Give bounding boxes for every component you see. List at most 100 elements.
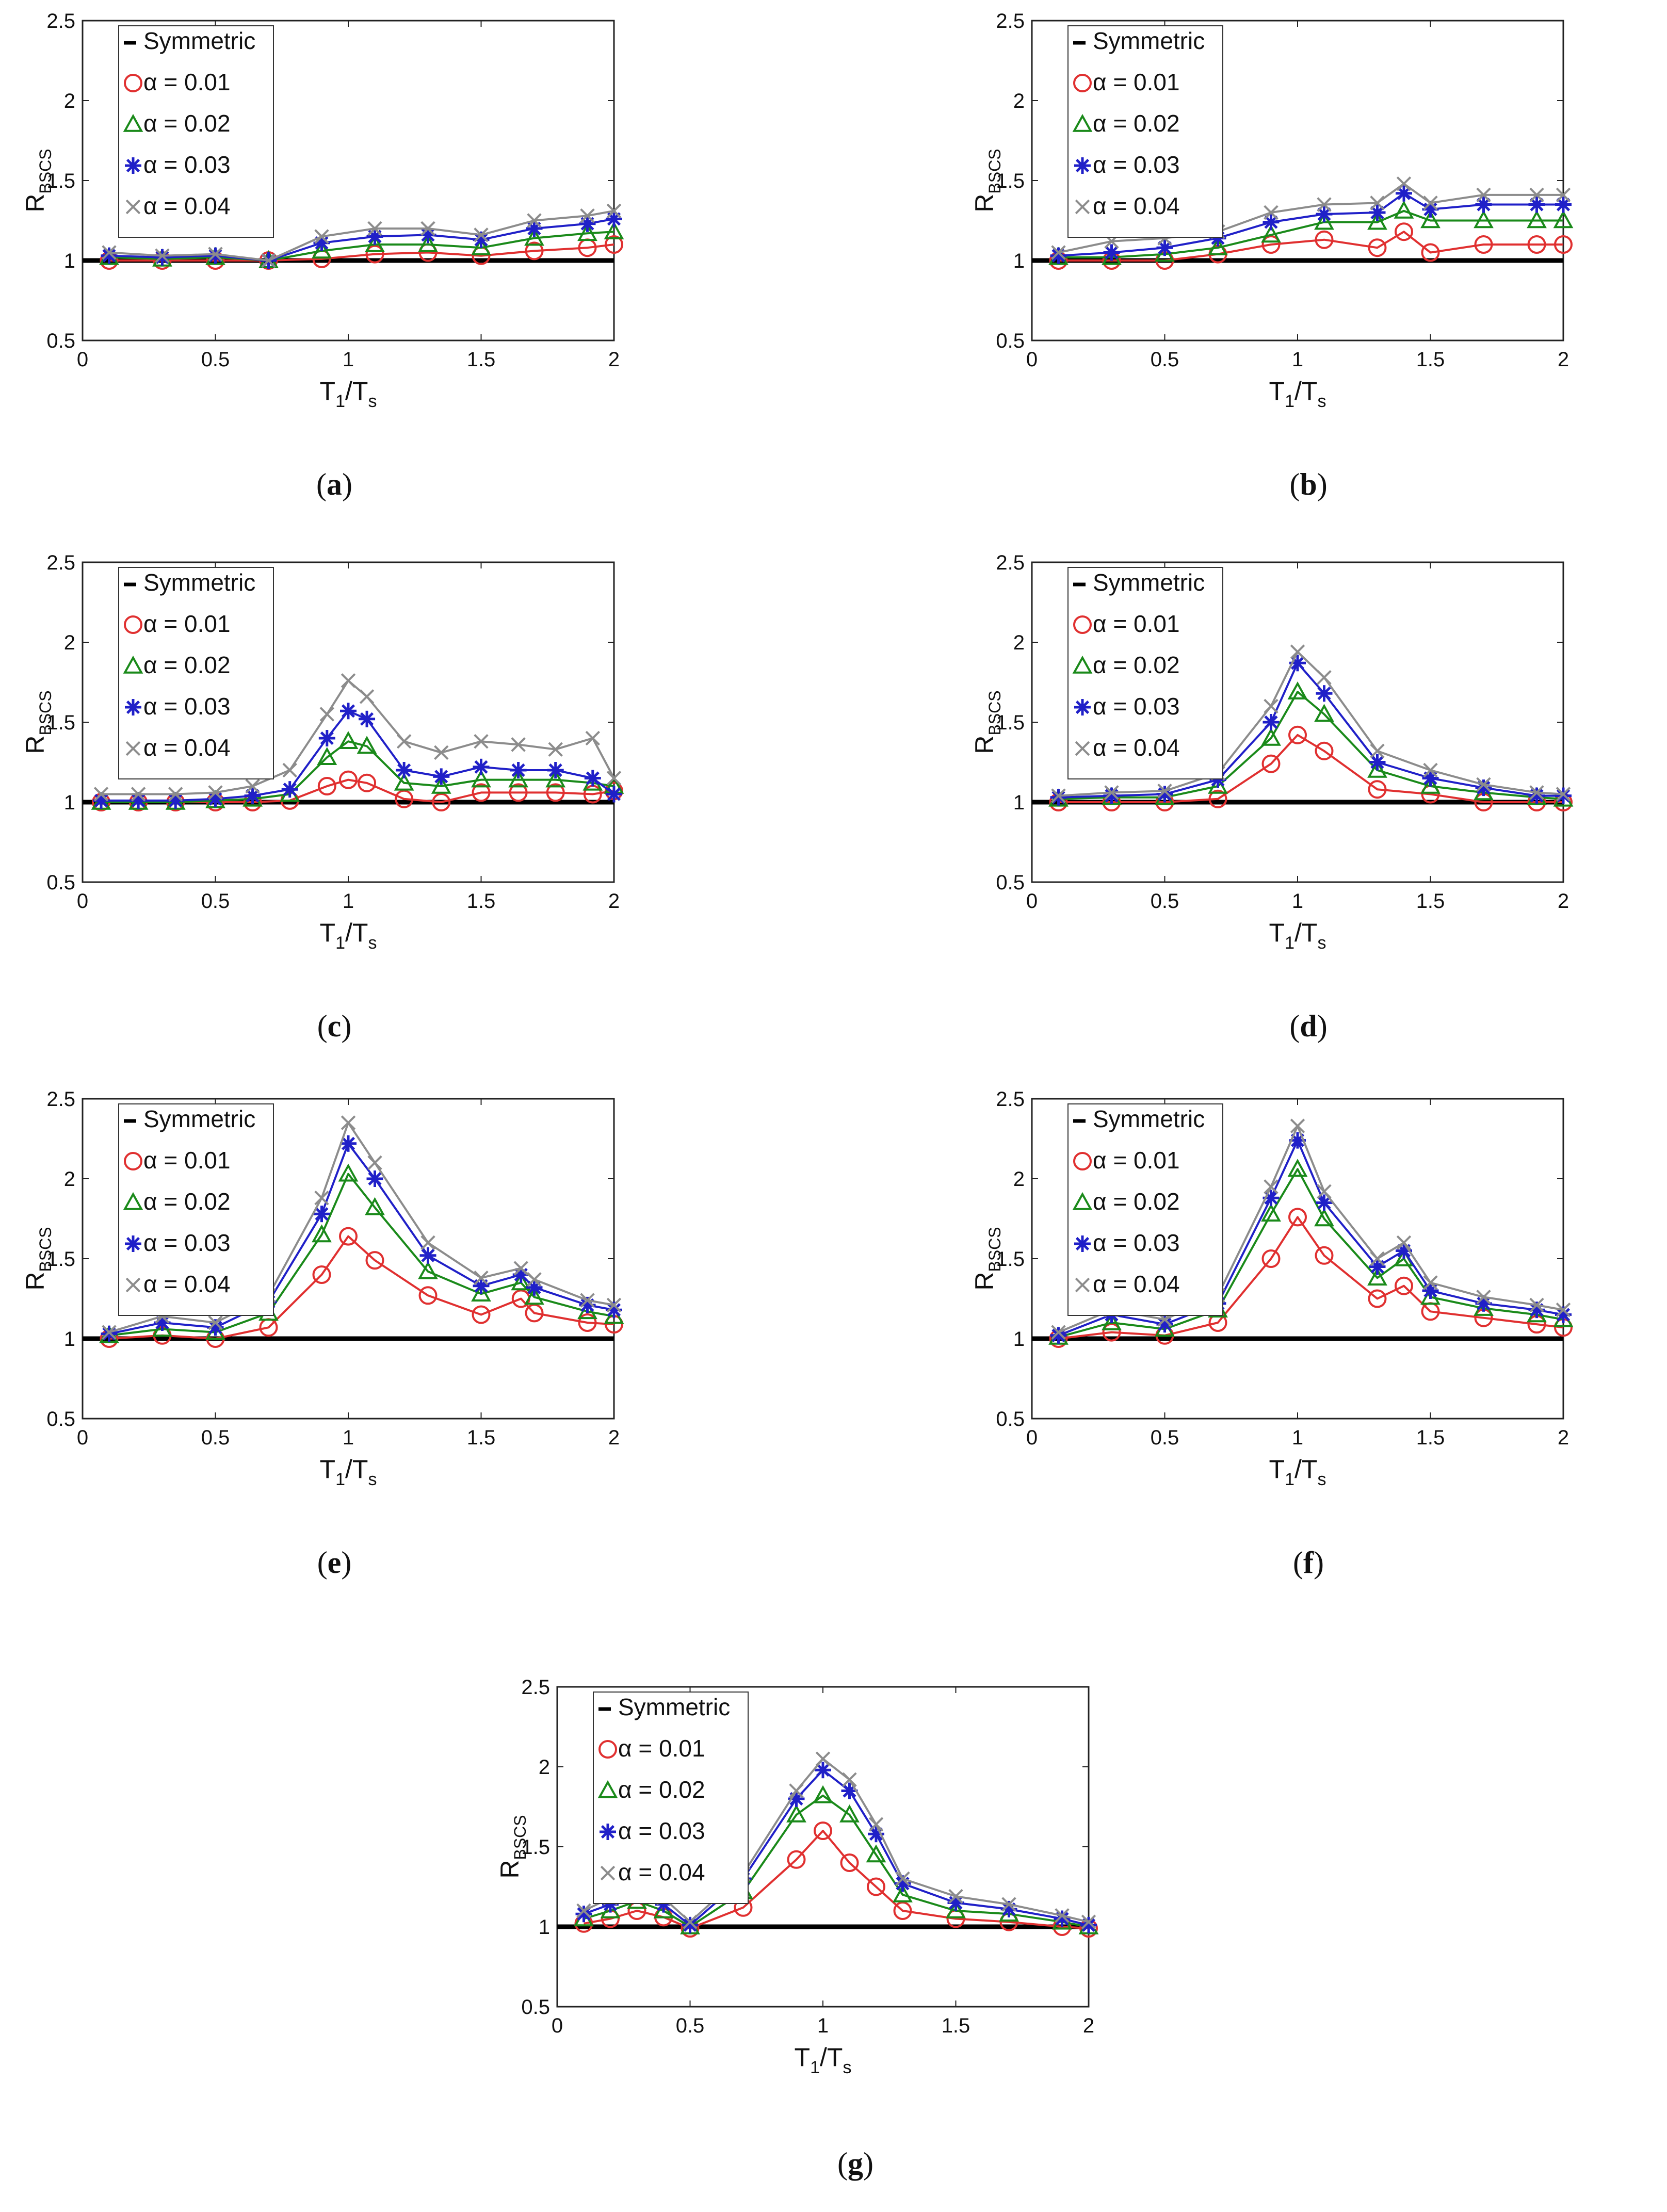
data-point-1 [1368, 780, 1387, 799]
y-tick-label: 0.5 [996, 1408, 1025, 1430]
data-point-2 [511, 1272, 531, 1291]
x-tick-label: 2 [1558, 890, 1569, 913]
x-tick-label: 1.5 [467, 1426, 496, 1449]
data-point-2 [508, 769, 528, 788]
data-point-4 [948, 1889, 963, 1904]
data-point-3 [473, 1277, 490, 1294]
data-point-2 [418, 1261, 438, 1279]
legend-label: α = 0.01 [1093, 69, 1180, 95]
y-label-main: R [970, 194, 999, 213]
y-tick-label: 1 [1013, 1328, 1025, 1351]
data-point-4 [511, 737, 526, 752]
x-axis-label: T1/Ts [1269, 918, 1326, 953]
x-label-sub2: s [368, 933, 377, 953]
x-label-sub2: s [1317, 392, 1326, 411]
x-tick-label: 1 [1292, 348, 1303, 371]
legend-label: α = 0.02 [143, 1188, 231, 1215]
data-point-2 [394, 772, 414, 791]
y-tick-label: 2 [64, 631, 75, 654]
legend-box [1067, 567, 1223, 779]
data-point-2 [357, 736, 377, 754]
data-point-1 [1261, 235, 1281, 254]
y-tick-label: 1.5 [996, 170, 1025, 192]
data-point-4 [1529, 1297, 1544, 1313]
data-point-2 [1287, 681, 1308, 700]
caption-c: (c) [317, 1009, 352, 1043]
x-tick-label: 1.5 [467, 348, 496, 371]
data-point-3 [547, 762, 564, 778]
legend-label: α = 0.02 [1093, 1188, 1180, 1215]
x-label-sub1: 1 [1285, 1470, 1294, 1489]
y-label-sub: BSCS [985, 690, 1004, 735]
data-point-4 [1370, 1251, 1385, 1266]
x-tick-label: 0 [1026, 348, 1038, 371]
x-axis-label: T1/Ts [320, 377, 377, 411]
data-point-4 [1476, 1290, 1491, 1305]
data-point-3 [366, 228, 383, 245]
y-tick-label: 2.5 [46, 10, 75, 32]
data-point-4 [155, 248, 170, 263]
data-point-3 [606, 210, 622, 227]
data-point-3 [606, 786, 622, 803]
data-point-4 [102, 245, 117, 260]
data-point-1 [1527, 235, 1546, 254]
caption-g: (g) [837, 2146, 873, 2181]
data-point-1 [1261, 754, 1281, 773]
chart-b: 0 0.5 1 1.5 20.511.522.5T1/TsRBSCSSymmetricα… [970, 10, 1574, 411]
data-point-3 [1369, 754, 1386, 771]
y-tick-label: 2 [1013, 1168, 1025, 1191]
data-point-3 [1316, 1194, 1333, 1211]
data-point-1 [1315, 1246, 1334, 1265]
x-tick-label: 0.5 [1151, 348, 1179, 371]
data-point-2 [1102, 1312, 1122, 1330]
legend-label: α = 0.04 [143, 734, 231, 761]
legend-label: α = 0.01 [143, 1147, 231, 1174]
data-point-4 [314, 229, 329, 244]
data-point-3 [1316, 206, 1333, 223]
x-axis-label: T1/Ts [795, 2043, 852, 2077]
data-point-2 [813, 1785, 833, 1803]
data-point-2 [471, 237, 491, 255]
data-point-1 [509, 783, 528, 802]
x-tick-label: 0.5 [201, 348, 230, 371]
x-tick-label: 0 [77, 890, 88, 913]
data-point-2 [1420, 210, 1441, 229]
y-tick-label: 1 [539, 1916, 550, 1939]
data-point-4 [527, 213, 542, 228]
data-point-3 [1103, 787, 1120, 804]
legend-box [593, 1691, 749, 1904]
data-point-4 [359, 689, 375, 704]
y-tick-label: 1.5 [521, 1836, 550, 1859]
series-4 [1051, 644, 1571, 803]
x-label-slash: /T [345, 918, 368, 947]
data-point-3 [1555, 196, 1572, 213]
data-point-3 [207, 247, 224, 264]
data-point-3 [101, 247, 118, 264]
x-tick-label: 1 [1292, 1426, 1303, 1449]
data-point-1 [1208, 789, 1227, 808]
data-point-4 [1317, 670, 1332, 685]
legend-label: α = 0.04 [143, 192, 231, 219]
legend-label: α = 0.01 [1093, 610, 1180, 637]
y-tick-label: 1.5 [996, 711, 1025, 734]
data-point-4 [580, 1293, 595, 1308]
data-point-3 [682, 1916, 699, 1933]
data-point-3 [1103, 244, 1120, 261]
data-point-3 [244, 787, 261, 804]
legend-label: α = 0.02 [1093, 110, 1180, 137]
legend-label: α = 0.03 [143, 693, 231, 720]
data-point-4 [815, 1751, 831, 1766]
x-tick-label: 1 [343, 890, 354, 913]
data-point-4 [474, 734, 489, 749]
data-point-2 [471, 1283, 491, 1302]
data-point-3 [340, 703, 357, 720]
legend-label: α = 0.01 [143, 610, 231, 637]
data-point-4 [1051, 1325, 1066, 1340]
data-point-3 [1555, 787, 1572, 804]
legend-label: α = 0.04 [143, 1271, 231, 1297]
x-label-slash: /T [1294, 918, 1317, 947]
data-point-4 [420, 221, 435, 236]
data-point-1 [1315, 230, 1334, 249]
y-label-main: R [21, 1272, 50, 1291]
data-point-3 [313, 1206, 330, 1223]
